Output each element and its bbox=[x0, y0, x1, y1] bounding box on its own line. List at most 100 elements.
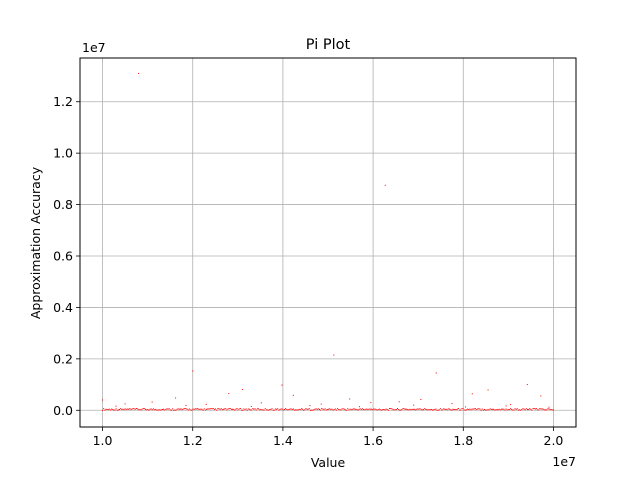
outlier-point bbox=[205, 403, 207, 405]
baseline-point bbox=[263, 409, 265, 411]
baseline-point bbox=[378, 408, 380, 410]
baseline-point bbox=[401, 408, 403, 410]
baseline-point bbox=[260, 408, 262, 410]
baseline-point bbox=[385, 408, 387, 410]
baseline-point bbox=[465, 409, 467, 411]
baseline-point bbox=[500, 408, 502, 410]
baseline-point bbox=[323, 409, 325, 411]
y-tick-label: 1.0 bbox=[53, 146, 73, 161]
baseline-point bbox=[498, 408, 500, 410]
baseline-point bbox=[458, 408, 460, 410]
y-tick-label: 0.4 bbox=[53, 300, 73, 315]
baseline-point bbox=[481, 408, 483, 410]
baseline-point bbox=[345, 409, 347, 411]
baseline-point bbox=[332, 409, 334, 411]
plot-frame bbox=[79, 57, 577, 428]
baseline-point bbox=[521, 409, 523, 411]
baseline-point bbox=[114, 409, 116, 411]
baseline-point bbox=[342, 408, 344, 410]
baseline-point bbox=[443, 408, 445, 410]
baseline-point bbox=[264, 408, 266, 410]
baseline-point bbox=[129, 408, 131, 410]
baseline-point bbox=[514, 408, 516, 410]
baseline-point bbox=[476, 409, 478, 411]
baseline-point bbox=[350, 409, 352, 411]
baseline-point bbox=[175, 409, 177, 411]
baseline-point bbox=[314, 408, 316, 410]
baseline-point bbox=[339, 409, 341, 411]
baseline-point bbox=[297, 409, 299, 411]
baseline-point bbox=[346, 409, 348, 411]
y-tick-label: 0.2 bbox=[53, 351, 73, 366]
baseline-point bbox=[387, 409, 389, 411]
baseline-point bbox=[287, 409, 289, 411]
baseline-point bbox=[420, 409, 422, 411]
baseline-point bbox=[167, 408, 169, 410]
baseline-point bbox=[446, 409, 448, 411]
outlier-point bbox=[228, 393, 230, 395]
baseline-point bbox=[543, 409, 545, 411]
baseline-point bbox=[113, 409, 115, 411]
baseline-point bbox=[169, 409, 171, 411]
baseline-point bbox=[470, 409, 472, 411]
baseline-point bbox=[515, 408, 517, 410]
baseline-point bbox=[117, 409, 119, 411]
baseline-point bbox=[391, 408, 393, 410]
baseline-point bbox=[400, 409, 402, 411]
outlier-point bbox=[124, 403, 126, 405]
baseline-point bbox=[461, 408, 463, 410]
baseline-point bbox=[151, 409, 153, 411]
x-tick-label: 1.2 bbox=[183, 433, 203, 448]
baseline-point bbox=[142, 408, 144, 410]
baseline-point bbox=[533, 408, 535, 410]
outlier-point bbox=[370, 402, 372, 404]
baseline-point bbox=[259, 409, 261, 411]
baseline-point bbox=[144, 408, 146, 410]
baseline-point bbox=[270, 408, 272, 410]
baseline-point bbox=[252, 408, 254, 410]
outlier-point bbox=[292, 394, 294, 396]
baseline-point bbox=[434, 409, 436, 411]
baseline-point bbox=[215, 408, 217, 410]
baseline-point bbox=[107, 408, 109, 410]
baseline-point bbox=[201, 408, 203, 410]
baseline-point bbox=[497, 409, 499, 411]
baseline-point bbox=[355, 408, 357, 410]
baseline-point bbox=[261, 409, 263, 411]
baseline-point bbox=[148, 409, 150, 411]
baseline-point bbox=[282, 409, 284, 411]
baseline-point bbox=[135, 408, 137, 410]
baseline-point bbox=[351, 408, 353, 410]
baseline-point bbox=[343, 408, 345, 410]
baseline-point bbox=[366, 408, 368, 410]
baseline-point bbox=[550, 408, 552, 410]
baseline-point bbox=[158, 409, 160, 411]
outlier-point bbox=[465, 406, 467, 408]
outlier-point bbox=[241, 388, 243, 390]
baseline-point bbox=[218, 408, 220, 410]
baseline-point bbox=[196, 408, 198, 410]
baseline-point bbox=[245, 408, 247, 410]
baseline-point bbox=[116, 409, 118, 411]
baseline-point bbox=[456, 408, 458, 410]
baseline-point bbox=[115, 408, 117, 410]
baseline-point bbox=[123, 409, 125, 411]
baseline-point bbox=[192, 408, 194, 410]
baseline-point bbox=[393, 409, 395, 411]
baseline-point bbox=[183, 408, 185, 410]
outlier-point bbox=[260, 402, 262, 404]
baseline-point bbox=[178, 408, 180, 410]
baseline-point bbox=[450, 409, 452, 411]
baseline-point bbox=[428, 409, 430, 411]
baseline-point bbox=[537, 409, 539, 411]
baseline-point bbox=[211, 408, 213, 410]
baseline-point bbox=[415, 409, 417, 411]
baseline-point bbox=[210, 408, 212, 410]
baseline-point bbox=[530, 408, 532, 410]
baseline-point bbox=[360, 409, 362, 411]
baseline-point bbox=[159, 409, 161, 411]
baseline-point bbox=[291, 408, 293, 410]
baseline-point bbox=[485, 409, 487, 411]
